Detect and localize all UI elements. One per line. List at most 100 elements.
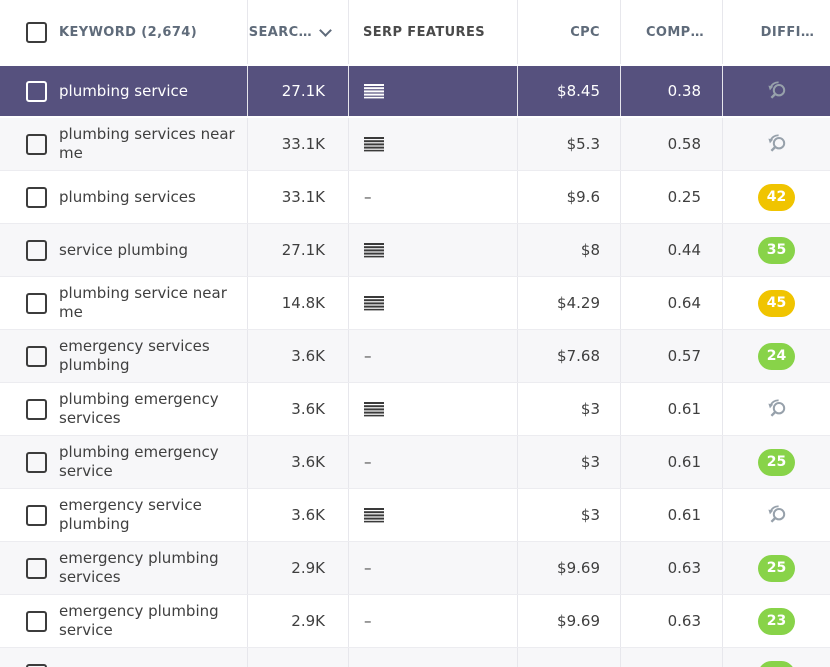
row-checkbox[interactable] <box>26 80 47 102</box>
keyword-cell[interactable]: services plumbing <box>56 648 247 667</box>
serp-list-icon <box>364 402 384 417</box>
keyword-cell[interactable]: emergency plumbing service <box>56 595 247 647</box>
keyword-cell[interactable]: plumbing services <box>56 171 247 223</box>
serp-list-icon <box>364 508 384 523</box>
search-volume-cell: 2.9K <box>247 542 348 594</box>
difficulty-cell: 24 <box>722 330 830 382</box>
table-row[interactable]: services plumbing 2.7K $8 0.44 26 <box>0 648 830 667</box>
competition-cell: 0.61 <box>620 489 722 541</box>
serp-features-cell <box>348 648 517 667</box>
difficulty-badge: 45 <box>758 289 795 317</box>
difficulty-badge: 35 <box>758 236 795 264</box>
cpc-cell: $9.69 <box>517 542 620 594</box>
keyword-cell[interactable]: plumbing emergency service <box>56 436 247 488</box>
serp-none-dash: – <box>364 188 372 206</box>
search-volume-cell: 3.6K <box>247 383 348 435</box>
select-all-checkbox[interactable] <box>26 21 47 43</box>
keyword-cell[interactable]: emergency service plumbing <box>56 489 247 541</box>
header-search-volume[interactable]: SEARC… <box>247 0 348 64</box>
header-competition-label: COMP… <box>645 24 704 40</box>
row-checkbox[interactable] <box>26 133 47 155</box>
table-row[interactable]: emergency plumbing services 2.9K – $9.69… <box>0 542 830 595</box>
keyword-cell[interactable]: plumbing service near me <box>56 277 247 329</box>
competition-cell: 0.58 <box>620 118 722 170</box>
row-checkbox[interactable] <box>26 451 47 473</box>
table-header: KEYWORD (2,674) SEARC… SERP FEATURES CPC… <box>0 0 830 64</box>
table-row[interactable]: emergency services plumbing 3.6K – $7.68… <box>0 330 830 383</box>
keyword-label: plumbing services <box>59 187 196 206</box>
table-row[interactable]: emergency plumbing service 2.9K – $9.69 … <box>0 595 830 648</box>
row-checkbox[interactable] <box>26 239 47 261</box>
difficulty-cell: 35 <box>722 224 830 276</box>
row-checkbox-cell <box>0 330 56 382</box>
row-checkbox[interactable] <box>26 186 47 208</box>
serp-none-dash: – <box>364 347 372 365</box>
keyword-cell[interactable]: service plumbing <box>56 224 247 276</box>
header-cpc[interactable]: CPC <box>517 0 620 64</box>
keyword-label: plumbing services near me <box>59 125 235 162</box>
magnifier-refresh-icon[interactable] <box>765 132 789 156</box>
row-checkbox[interactable] <box>26 663 47 667</box>
table-row[interactable]: plumbing emergency service 3.6K – $3 0.6… <box>0 436 830 489</box>
keyword-cell[interactable]: plumbing emergency services <box>56 383 247 435</box>
table-row[interactable]: plumbing service near me 14.8K $4.29 0.6… <box>0 277 830 330</box>
header-keyword-label: KEYWORD (2,674) <box>59 24 198 40</box>
table-row[interactable]: plumbing services 33.1K – $9.6 0.25 42 <box>0 171 830 224</box>
table-row[interactable]: emergency service plumbing 3.6K $3 0.61 <box>0 489 830 542</box>
difficulty-badge: 24 <box>758 342 795 370</box>
cpc-cell: $8 <box>517 648 620 667</box>
serp-features-cell <box>348 383 517 435</box>
difficulty-cell <box>722 383 830 435</box>
competition-cell: 0.63 <box>620 542 722 594</box>
row-checkbox[interactable] <box>26 292 47 314</box>
serp-none-dash: – <box>364 559 372 577</box>
difficulty-cell <box>722 118 830 170</box>
search-volume-cell: 3.6K <box>247 489 348 541</box>
keyword-label: services plumbing <box>59 665 196 667</box>
header-serp-features-label: SERP FEATURES <box>363 24 485 40</box>
difficulty-cell: 25 <box>722 436 830 488</box>
competition-cell: 0.25 <box>620 171 722 223</box>
header-checkbox-cell <box>0 0 56 64</box>
search-volume-cell: 2.9K <box>247 595 348 647</box>
difficulty-badge: 25 <box>758 448 795 476</box>
header-keyword[interactable]: KEYWORD (2,674) <box>56 0 247 64</box>
keyword-label: plumbing service <box>59 81 189 100</box>
magnifier-refresh-icon[interactable] <box>765 503 789 527</box>
serp-list-icon <box>364 137 384 152</box>
keyword-cell[interactable]: plumbing service <box>56 66 247 116</box>
row-checkbox[interactable] <box>26 557 47 579</box>
keyword-cell[interactable]: plumbing services near me <box>56 118 247 170</box>
table-row[interactable]: plumbing emergency services 3.6K $3 0.61 <box>0 383 830 436</box>
keyword-cell[interactable]: emergency services plumbing <box>56 330 247 382</box>
serp-features-cell: – <box>348 542 517 594</box>
serp-features-cell: – <box>348 171 517 223</box>
serp-features-cell: – <box>348 330 517 382</box>
serp-features-cell <box>348 277 517 329</box>
search-volume-cell: 27.1K <box>247 66 348 116</box>
header-difficulty[interactable]: DIFFI… <box>722 0 830 64</box>
row-checkbox[interactable] <box>26 398 47 420</box>
serp-none-dash: – <box>364 612 372 630</box>
difficulty-badge: 23 <box>758 607 795 635</box>
row-checkbox-cell <box>0 489 56 541</box>
table-row[interactable]: plumbing services near me 33.1K $5.3 0.5… <box>0 118 830 171</box>
difficulty-cell: 26 <box>722 648 830 667</box>
serp-list-icon <box>364 243 384 258</box>
header-competition[interactable]: COMP… <box>620 0 722 64</box>
row-checkbox[interactable] <box>26 610 47 632</box>
cpc-cell: $3 <box>517 383 620 435</box>
keyword-cell[interactable]: emergency plumbing services <box>56 542 247 594</box>
magnifier-refresh-icon[interactable] <box>765 397 789 421</box>
row-checkbox[interactable] <box>26 504 47 526</box>
serp-none-dash: – <box>364 453 372 471</box>
cpc-cell: $4.29 <box>517 277 620 329</box>
table-row[interactable]: plumbing service 27.1K $8.45 0.38 <box>0 64 830 118</box>
difficulty-cell: 45 <box>722 277 830 329</box>
serp-features-cell <box>348 224 517 276</box>
table-row[interactable]: service plumbing 27.1K $8 0.44 35 <box>0 224 830 277</box>
magnifier-refresh-icon[interactable] <box>765 79 789 103</box>
header-serp-features[interactable]: SERP FEATURES <box>348 0 517 64</box>
row-checkbox[interactable] <box>26 345 47 367</box>
